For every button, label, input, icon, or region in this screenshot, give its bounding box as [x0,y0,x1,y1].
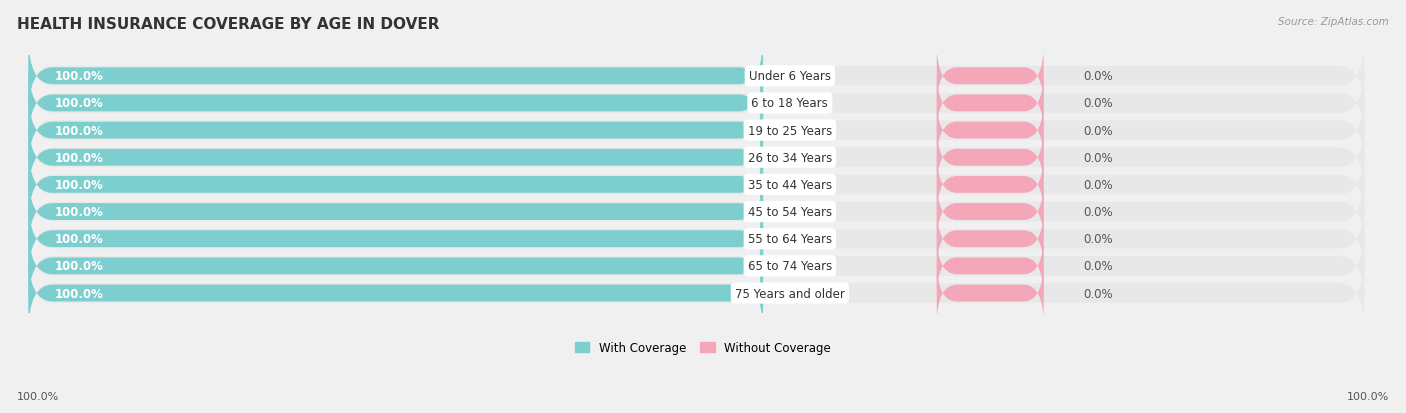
FancyBboxPatch shape [28,38,1364,116]
FancyBboxPatch shape [936,71,1043,136]
Text: 0.0%: 0.0% [1084,206,1114,218]
FancyBboxPatch shape [28,172,763,252]
Text: 100.0%: 100.0% [55,124,104,137]
Text: HEALTH INSURANCE COVERAGE BY AGE IN DOVER: HEALTH INSURANCE COVERAGE BY AGE IN DOVE… [17,17,439,31]
Text: 0.0%: 0.0% [1084,70,1114,83]
FancyBboxPatch shape [28,90,763,171]
FancyBboxPatch shape [28,117,763,198]
FancyBboxPatch shape [936,207,1043,271]
Text: 100.0%: 100.0% [55,287,104,300]
Text: 100.0%: 100.0% [55,206,104,218]
FancyBboxPatch shape [28,200,1364,278]
Text: 100.0%: 100.0% [55,152,104,164]
FancyBboxPatch shape [28,92,1364,170]
FancyBboxPatch shape [936,180,1043,244]
FancyBboxPatch shape [936,44,1043,109]
FancyBboxPatch shape [936,234,1043,299]
Text: 100.0%: 100.0% [55,260,104,273]
Text: 19 to 25 Years: 19 to 25 Years [748,124,832,137]
Text: 100.0%: 100.0% [55,97,104,110]
FancyBboxPatch shape [28,199,763,280]
FancyBboxPatch shape [28,227,1364,305]
Text: 0.0%: 0.0% [1084,152,1114,164]
Text: 0.0%: 0.0% [1084,124,1114,137]
FancyBboxPatch shape [28,36,763,117]
FancyBboxPatch shape [28,146,1364,224]
Text: 26 to 34 Years: 26 to 34 Years [748,152,832,164]
Legend: With Coverage, Without Coverage: With Coverage, Without Coverage [575,341,831,354]
FancyBboxPatch shape [936,99,1043,163]
FancyBboxPatch shape [28,253,763,334]
Text: 100.0%: 100.0% [1347,391,1389,401]
Text: 6 to 18 Years: 6 to 18 Years [751,97,828,110]
Text: 0.0%: 0.0% [1084,233,1114,246]
Text: 0.0%: 0.0% [1084,287,1114,300]
FancyBboxPatch shape [28,226,763,306]
FancyBboxPatch shape [28,254,1364,332]
FancyBboxPatch shape [28,173,1364,251]
FancyBboxPatch shape [936,126,1043,190]
Text: 55 to 64 Years: 55 to 64 Years [748,233,832,246]
FancyBboxPatch shape [28,65,1364,142]
FancyBboxPatch shape [28,63,763,144]
Text: 75 Years and older: 75 Years and older [735,287,845,300]
Text: 100.0%: 100.0% [55,178,104,192]
Text: 100.0%: 100.0% [17,391,59,401]
FancyBboxPatch shape [936,261,1043,325]
Text: 65 to 74 Years: 65 to 74 Years [748,260,832,273]
Text: 0.0%: 0.0% [1084,97,1114,110]
Text: Source: ZipAtlas.com: Source: ZipAtlas.com [1278,17,1389,26]
Text: 0.0%: 0.0% [1084,178,1114,192]
Text: 35 to 44 Years: 35 to 44 Years [748,178,832,192]
Text: 100.0%: 100.0% [55,70,104,83]
Text: 100.0%: 100.0% [55,233,104,246]
FancyBboxPatch shape [28,145,763,225]
FancyBboxPatch shape [28,119,1364,197]
Text: 0.0%: 0.0% [1084,260,1114,273]
Text: 45 to 54 Years: 45 to 54 Years [748,206,832,218]
Text: Under 6 Years: Under 6 Years [749,70,831,83]
FancyBboxPatch shape [936,153,1043,217]
